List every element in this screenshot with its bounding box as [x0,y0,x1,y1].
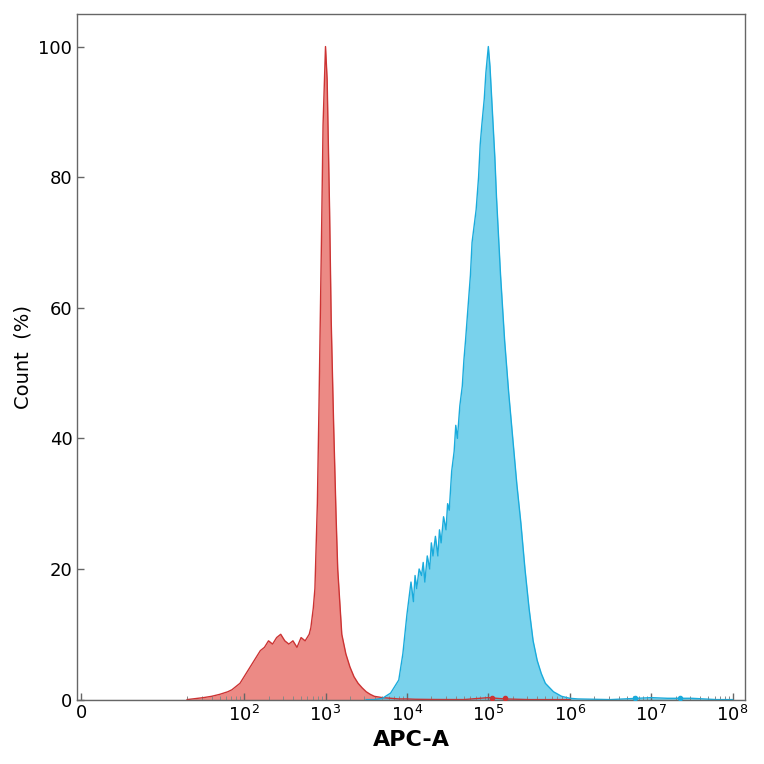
Y-axis label: Count  (%): Count (%) [14,305,33,409]
X-axis label: APC-A: APC-A [373,730,449,750]
